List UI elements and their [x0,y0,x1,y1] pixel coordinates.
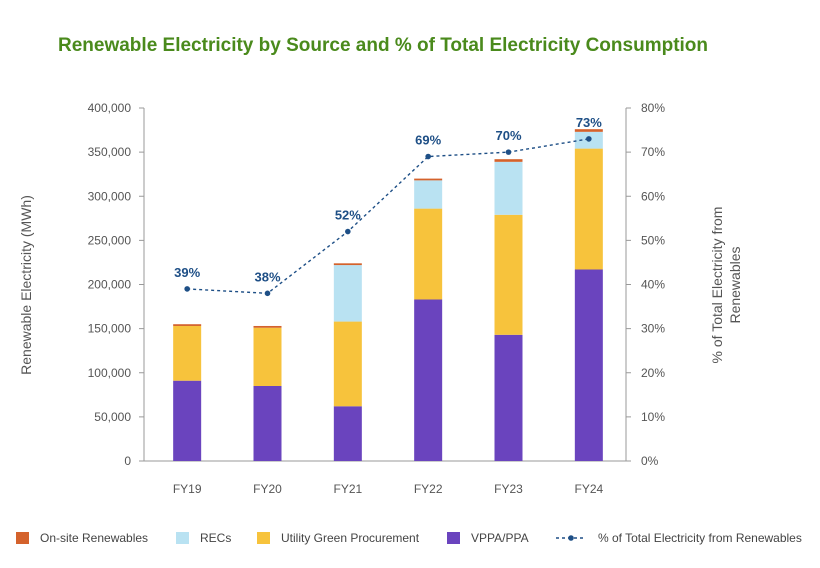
bar-utility-green-procurement-fy22 [414,208,443,300]
percentage-label: 39% [174,265,200,280]
x-tick-label: FY19 [173,482,202,496]
chart-title: Renewable Electricity by Source and % of… [58,35,708,56]
legend-label: On-site Renewables [40,531,148,545]
y-tick-label: 0 [124,454,131,468]
legend-label: Utility Green Procurement [281,531,420,545]
percentage-label: 38% [254,269,280,284]
legend-swatch [447,532,460,544]
percentage-point [264,290,271,297]
y2-axis-title-line-2: Renewables [727,246,743,323]
percentage-point [345,228,351,235]
bar-on-site-renewables-fy20 [253,325,282,328]
bar-on-site-renewables-fy22 [414,178,443,181]
y2-tick-label: 0% [641,454,659,468]
bar-on-site-renewables-fy24 [574,129,603,132]
y-tick-label: 300,000 [88,189,132,203]
bar-utility-green-procurement-fy23 [494,214,523,335]
legend-line-marker [568,535,574,541]
bar-vppa-ppa-fy23 [494,334,523,461]
bar-recs-fy23 [494,161,523,215]
percentage-point [184,286,190,292]
percentage-label: 73% [576,115,602,130]
y2-tick-label: 30% [641,322,665,336]
bar-on-site-renewables-fy21 [333,263,362,266]
y2-tick-label: 60% [641,189,665,203]
percentage-label: 52% [335,208,361,223]
y-tick-label: 100,000 [88,366,132,380]
y2-axis-title-line-1: % of Total Electricity from [709,207,725,364]
percentage-label: 70% [495,128,521,143]
x-tick-label: FY20 [253,482,282,496]
y2-tick-label: 50% [641,233,665,247]
y-tick-label: 50,000 [94,410,131,424]
legend-label: RECs [200,531,231,545]
bar-utility-green-procurement-fy21 [333,321,362,407]
percentage-label: 69% [415,133,441,148]
percentage-point [586,136,592,142]
percentage-point [505,149,512,155]
percentage-line: 39% 38% 52% 69% 70% 73% [174,115,602,297]
bar-utility-green-procurement-fy20 [253,327,282,386]
percentage-point [425,153,431,160]
y2-tick-label: 70% [641,145,665,159]
y-axis-title: Renewable Electricity (MWh) [18,195,34,375]
bar-utility-green-procurement-fy19 [173,325,202,381]
legend-swatch [257,532,270,544]
x-tick-label: FY22 [414,482,443,496]
legend-label: % of Total Electricity from Renewables [598,531,802,545]
axes: 0 50,000 100,000 150,000 200,000 250,000 300,0… [88,101,666,496]
y-tick-label: 200,000 [88,278,132,292]
x-tick-label: FY24 [574,482,603,496]
legend-swatch [176,532,189,544]
legend-swatch [16,532,29,544]
y2-tick-label: 80% [641,101,665,115]
y2-axis-title: % of Total Electricity from Renewables [709,207,743,364]
bar-recs-fy22 [414,180,443,209]
bar-vppa-ppa-fy24 [574,269,603,461]
bar-on-site-renewables-fy23 [494,159,523,162]
y2-tick-label: 40% [641,278,665,292]
bar-on-site-renewables-fy19 [173,324,202,326]
legend: On-site Renewables RECs Utility Green Proc… [16,531,802,545]
y-tick-label: 150,000 [88,322,132,336]
bar-utility-green-procurement-fy24 [574,148,603,270]
y-tick-label: 400,000 [88,101,132,115]
y2-tick-label: 10% [641,410,665,424]
x-tick-label: FY23 [494,482,523,496]
legend-label: VPPA/PPA [471,531,529,545]
bar-recs-fy21 [333,265,362,322]
y-tick-label: 250,000 [88,233,132,247]
bar-vppa-ppa-fy21 [333,406,362,461]
x-tick-label: FY21 [333,482,362,496]
bars [173,129,603,461]
y2-tick-label: 20% [641,366,665,380]
bar-vppa-ppa-fy20 [253,385,282,461]
bar-vppa-ppa-fy22 [414,299,443,461]
y-axis-title-text: Renewable Electricity (MWh) [18,195,34,375]
percentage-line-path [187,138,589,295]
y-tick-label: 350,000 [88,145,132,159]
bar-vppa-ppa-fy19 [173,380,202,461]
